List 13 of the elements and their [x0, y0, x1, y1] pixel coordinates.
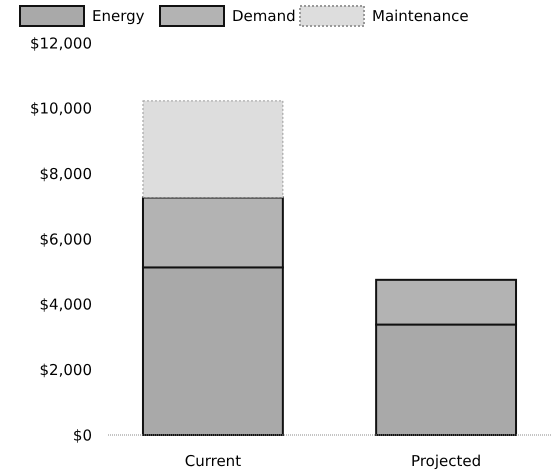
legend-label: Maintenance	[372, 7, 469, 25]
legend-label: Demand	[232, 7, 296, 25]
y-tick-label: $6,000	[40, 230, 92, 248]
x-tick-label: Projected	[411, 452, 482, 470]
y-tick-label: $0	[72, 426, 92, 444]
y-tick-label: $8,000	[40, 164, 92, 183]
legend-label: Energy	[92, 7, 145, 25]
bar	[142, 100, 284, 198]
y-tick-label: $10,000	[30, 100, 92, 118]
x-tick-label: Current	[184, 452, 242, 470]
y-tick-label: $12,000	[30, 34, 92, 52]
y-tick-label: $2,000	[40, 360, 92, 379]
y-tick-label: $4,000	[40, 296, 92, 314]
